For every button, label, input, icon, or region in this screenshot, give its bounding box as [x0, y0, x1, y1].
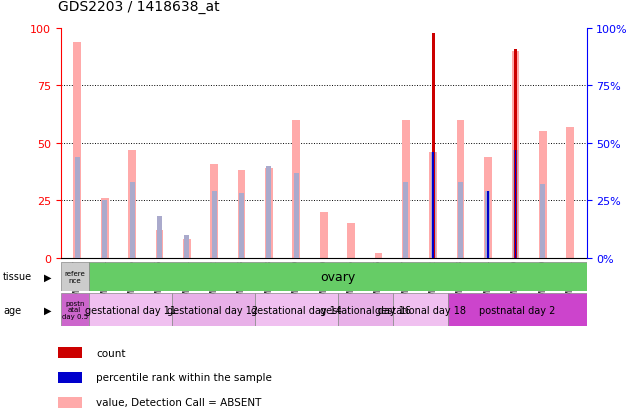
- Bar: [433, 153, 434, 258]
- Bar: [75, 157, 79, 258]
- Bar: [512, 52, 519, 258]
- Text: tissue: tissue: [3, 272, 32, 282]
- Bar: [540, 185, 545, 258]
- Bar: [374, 254, 382, 258]
- Bar: [338, 293, 393, 326]
- Bar: [431, 153, 436, 258]
- Bar: [539, 132, 547, 258]
- Bar: [347, 224, 355, 258]
- Bar: [514, 50, 517, 258]
- Text: gestational day 11: gestational day 11: [85, 305, 176, 315]
- Bar: [129, 183, 135, 258]
- Bar: [429, 153, 437, 258]
- Bar: [484, 157, 492, 258]
- Text: ovary: ovary: [320, 270, 355, 283]
- Bar: [485, 192, 490, 258]
- Text: refere
nce: refere nce: [64, 271, 85, 283]
- Bar: [128, 150, 136, 258]
- Bar: [265, 169, 273, 258]
- Bar: [157, 217, 162, 258]
- Bar: [254, 293, 338, 326]
- Text: gestational day 12: gestational day 12: [167, 305, 258, 315]
- Bar: [61, 293, 88, 326]
- Bar: [74, 43, 81, 258]
- Text: ▶: ▶: [44, 272, 52, 282]
- Bar: [101, 199, 108, 258]
- Bar: [566, 128, 574, 258]
- Bar: [515, 150, 516, 258]
- Bar: [393, 293, 448, 326]
- Bar: [58, 372, 83, 383]
- Text: count: count: [96, 348, 126, 358]
- Bar: [239, 194, 244, 258]
- Text: postnatal day 2: postnatal day 2: [479, 305, 556, 315]
- Bar: [156, 230, 163, 258]
- Bar: [172, 293, 254, 326]
- Text: postn
atal
day 0.5: postn atal day 0.5: [62, 300, 88, 319]
- Bar: [88, 293, 172, 326]
- Bar: [210, 164, 218, 258]
- Bar: [458, 183, 463, 258]
- Bar: [238, 171, 246, 258]
- Bar: [513, 150, 518, 258]
- Bar: [320, 212, 328, 258]
- Text: percentile rank within the sample: percentile rank within the sample: [96, 373, 272, 382]
- Bar: [102, 201, 107, 258]
- Bar: [294, 173, 299, 258]
- Bar: [457, 121, 465, 258]
- Text: ▶: ▶: [44, 305, 52, 315]
- Text: value, Detection Call = ABSENT: value, Detection Call = ABSENT: [96, 397, 262, 407]
- Bar: [448, 293, 587, 326]
- Text: gestational day 14: gestational day 14: [251, 305, 342, 315]
- Bar: [183, 240, 190, 258]
- Bar: [58, 397, 83, 408]
- Bar: [212, 192, 217, 258]
- Text: gestational day 18: gestational day 18: [375, 305, 466, 315]
- Text: age: age: [3, 305, 21, 315]
- Bar: [61, 262, 88, 291]
- Bar: [185, 235, 189, 258]
- Bar: [402, 121, 410, 258]
- Text: gestational day 16: gestational day 16: [320, 305, 411, 315]
- Bar: [403, 183, 408, 258]
- Bar: [58, 347, 83, 358]
- Bar: [267, 166, 271, 258]
- Bar: [487, 192, 488, 258]
- Bar: [292, 121, 300, 258]
- Text: GDS2203 / 1418638_at: GDS2203 / 1418638_at: [58, 0, 219, 14]
- Bar: [432, 33, 435, 258]
